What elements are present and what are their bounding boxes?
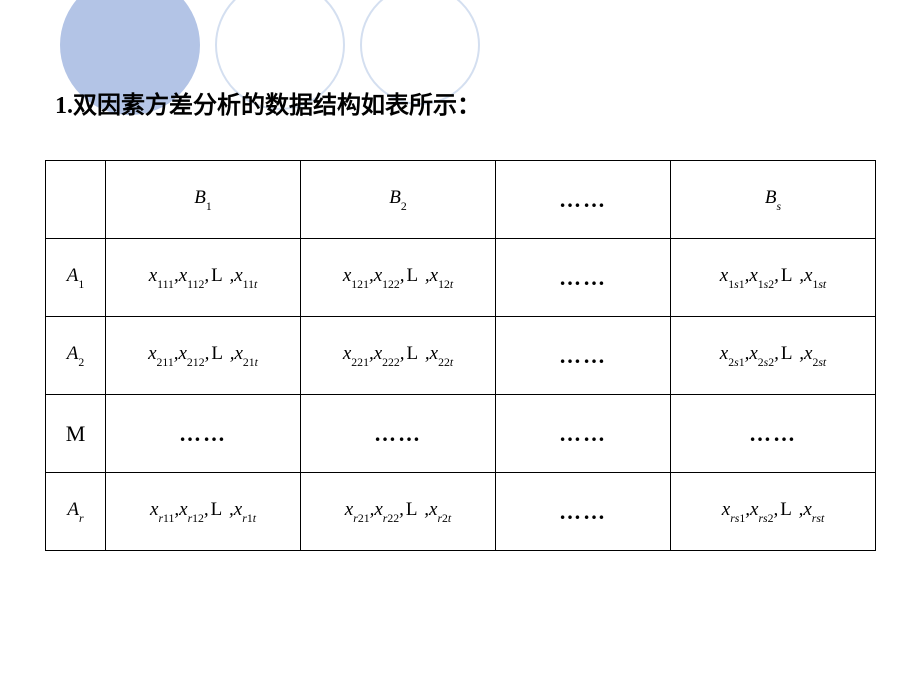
- row-header-Ar: Ar: [46, 473, 106, 551]
- cell-dots: ……: [496, 239, 671, 317]
- cell-A2-B1: x211,x212,L ,x21t: [106, 317, 301, 395]
- row-header-M: M: [46, 395, 106, 473]
- cell-Ar-B2: xr21,xr22,L ,xr2t: [301, 473, 496, 551]
- cell-dots: ……: [106, 395, 301, 473]
- data-structure-table: B1 B2 …… Bs A1 x111,x112,L ,x11t x121,x1…: [45, 160, 875, 551]
- table-row: M …… …… …… ……: [46, 395, 876, 473]
- cell-dots: ……: [301, 395, 496, 473]
- slide-title: 1.双因素方差分析的数据结构如表所示：: [55, 85, 481, 120]
- col-header-Bs: Bs: [671, 161, 876, 239]
- cell-dots: ……: [496, 317, 671, 395]
- cell-A1-B1: x111,x112,L ,x11t: [106, 239, 301, 317]
- cell-dots: ……: [671, 395, 876, 473]
- col-header-B1: B1: [106, 161, 301, 239]
- cell-Ar-B1: xr11,xr12,L ,xr1t: [106, 473, 301, 551]
- col-header-B2: B2: [301, 161, 496, 239]
- col-header-dots: ……: [496, 161, 671, 239]
- table-row: A2 x211,x212,L ,x21t x221,x222,L ,x22t ……: [46, 317, 876, 395]
- row-header-A2: A2: [46, 317, 106, 395]
- empty-corner-cell: [46, 161, 106, 239]
- cell-A1-B2: x121,x122,L ,x12t: [301, 239, 496, 317]
- row-header-A1: A1: [46, 239, 106, 317]
- cell-A2-B2: x221,x222,L ,x22t: [301, 317, 496, 395]
- cell-A2-Bs: x2s1,x2s2,L ,x2st: [671, 317, 876, 395]
- table-header-row: B1 B2 …… Bs: [46, 161, 876, 239]
- cell-A1-Bs: x1s1,x1s2,L ,x1st: [671, 239, 876, 317]
- title-text: 双因素方差分析的数据结构如表所示：: [73, 93, 481, 119]
- table-row: A1 x111,x112,L ,x11t x121,x122,L ,x12t ……: [46, 239, 876, 317]
- cell-dots: ……: [496, 395, 671, 473]
- cell-dots: ……: [496, 473, 671, 551]
- cell-Ar-Bs: xrs1,xrs2,L ,xrst: [671, 473, 876, 551]
- title-number: 1.: [55, 93, 73, 119]
- table-row: Ar xr11,xr12,L ,xr1t xr21,xr22,L ,xr2t ……: [46, 473, 876, 551]
